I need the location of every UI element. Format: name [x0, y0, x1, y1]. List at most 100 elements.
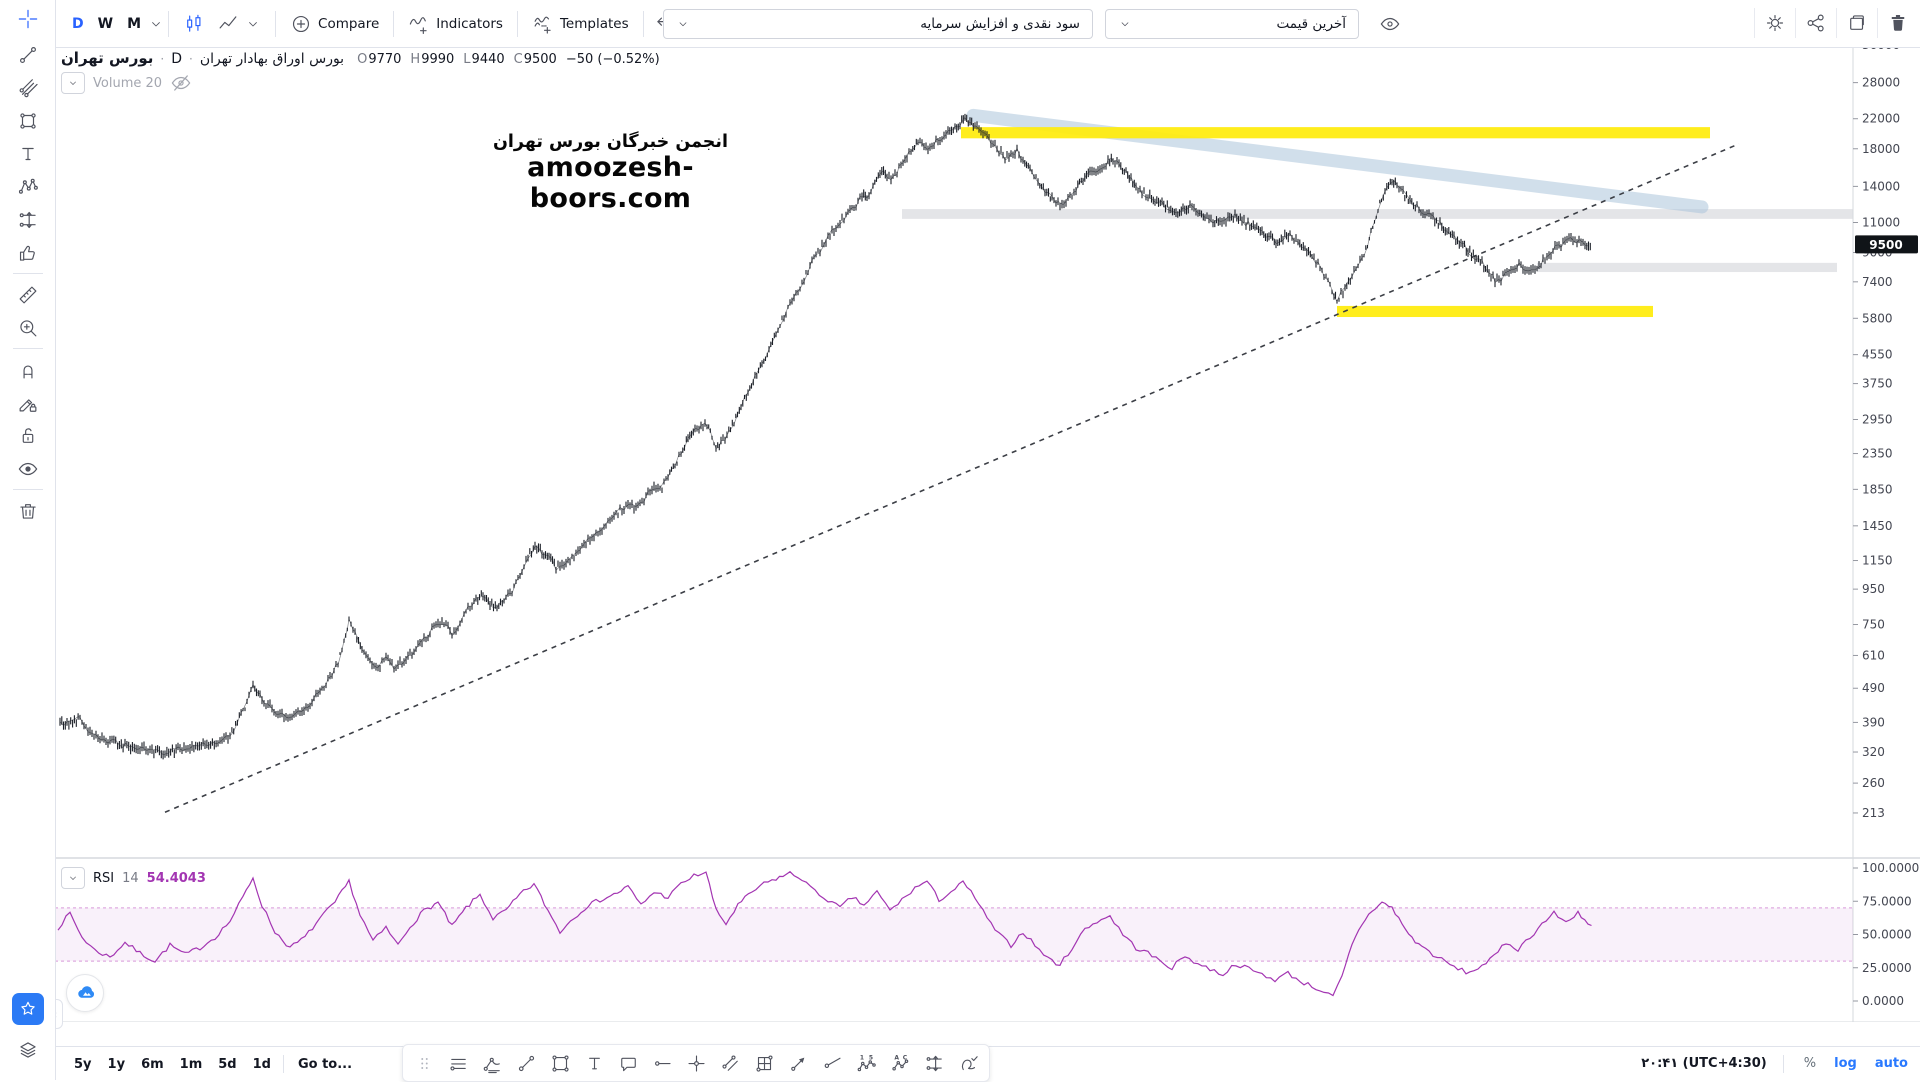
tool-lock-all-button[interactable]	[9, 419, 47, 452]
compare-button[interactable]: Compare	[280, 7, 389, 41]
price-axis-label[interactable]: 22000	[1862, 112, 1900, 126]
price-axis-label[interactable]: 490	[1862, 681, 1885, 695]
tool-text-button[interactable]	[9, 137, 47, 170]
price-axis-label[interactable]: 18000	[1862, 142, 1900, 156]
rsi-axis-label[interactable]: 75.0000	[1862, 894, 1912, 908]
price-axis-label[interactable]: 3750	[1862, 377, 1893, 391]
quick-tool-trend-line-button[interactable]	[509, 1048, 543, 1078]
percent-scale-button[interactable]: %	[1800, 1054, 1820, 1073]
clock-timezone-button[interactable]: ۲۰:۴۱ (UTC+4:30)	[1641, 1056, 1767, 1071]
quick-tool-horizontal-ray-button[interactable]	[645, 1048, 679, 1078]
range-6m-button[interactable]: 6m	[135, 1053, 170, 1076]
tool-magnet-button[interactable]	[9, 353, 47, 386]
rsi-axis-label[interactable]: 50.0000	[1862, 928, 1912, 942]
tool-zoom-in-button[interactable]	[9, 311, 47, 344]
auto-scale-button[interactable]: auto	[1871, 1054, 1912, 1073]
tool-draw-lock-button[interactable]	[9, 386, 47, 419]
range-1y-button[interactable]: 1y	[102, 1053, 132, 1076]
tool-forecast-button[interactable]	[9, 203, 47, 236]
drawing-grey-zone-low[interactable]	[1537, 262, 1837, 273]
log-scale-button[interactable]: log	[1830, 1054, 1861, 1073]
volume-collapse-button[interactable]	[61, 72, 85, 94]
price-axis-label[interactable]: 4550	[1862, 348, 1893, 362]
quick-tool-cross-line-button[interactable]	[679, 1048, 713, 1078]
tool-shapes-button[interactable]	[9, 104, 47, 137]
chart-style-line-button[interactable]	[215, 7, 271, 41]
price-axis-label[interactable]: 7400	[1862, 275, 1893, 289]
adjustments-dropdown[interactable]: سود نقدی و افزایش سرمایه	[663, 9, 1093, 39]
tool-crosshair-button[interactable]	[9, 0, 47, 38]
range-5d-button[interactable]: 5d	[212, 1053, 242, 1076]
rsi-collapse-button[interactable]	[61, 867, 85, 889]
quick-tool-arrow-button[interactable]	[781, 1048, 815, 1078]
quick-tool-rectangle-button[interactable]	[543, 1048, 577, 1078]
price-axis-label[interactable]: 1850	[1862, 482, 1893, 496]
tool-remove-all-button[interactable]	[9, 494, 47, 527]
drawing-resistance-zone[interactable]	[961, 127, 1710, 139]
interval-m-button[interactable]: M	[120, 11, 148, 37]
price-axis-label[interactable]: 750	[1862, 618, 1885, 632]
quick-tool-callout-button[interactable]	[611, 1048, 645, 1078]
quick-tool-forecast-button[interactable]	[917, 1048, 951, 1078]
rsi-axis-label[interactable]: 100.0000	[1862, 861, 1919, 875]
quick-tool-text-button[interactable]	[577, 1048, 611, 1078]
provider-logo-button[interactable]	[66, 974, 104, 1012]
price-axis-label[interactable]: 11000	[1862, 215, 1900, 229]
tool-xabcd-pattern-button[interactable]	[9, 170, 47, 203]
interval-d-button[interactable]: D	[65, 11, 91, 37]
object-tree-button[interactable]	[9, 1033, 47, 1066]
templates-button[interactable]: Templates	[522, 7, 639, 41]
rsi-axis-label[interactable]: 0.0000	[1862, 994, 1904, 1008]
settings-button[interactable]	[1754, 8, 1795, 38]
price-axis-label[interactable]: 213	[1862, 806, 1885, 820]
range-1m-button[interactable]: 1m	[174, 1053, 209, 1076]
price-axis-label[interactable]: 260	[1862, 776, 1885, 790]
price-axis-label[interactable]: 1150	[1862, 554, 1893, 568]
snapshot-button[interactable]	[1836, 8, 1877, 38]
rsi-axis-label[interactable]: 25.0000	[1862, 961, 1912, 975]
chart-canvas[interactable]: 100.0000 75.0000 50.0000 25.0000 0.0000 36000…	[55, 47, 1920, 1022]
tool-trend-line-button[interactable]	[9, 38, 47, 71]
drawing-ascending-trendline[interactable]	[164, 143, 1740, 813]
indicators-button[interactable]: Indicators	[398, 7, 513, 41]
favorites-star-button[interactable]	[11, 993, 44, 1025]
toolbar-drag-handle[interactable]	[407, 1048, 441, 1078]
symbol-legend[interactable]: بورس تهران · D · بورس اوراق بهادار تهران…	[61, 49, 660, 67]
quick-tool-brush-button[interactable]	[951, 1048, 985, 1078]
quick-tool-parallel-channel-button[interactable]	[713, 1048, 747, 1078]
quick-tool-polyline-button[interactable]	[475, 1048, 509, 1078]
price-axis-label[interactable]: 14000	[1862, 179, 1900, 193]
price-axis-label[interactable]: 36000	[1862, 47, 1900, 52]
price-axis-label[interactable]: 320	[1862, 745, 1885, 759]
range-5y-button[interactable]: 5y	[68, 1053, 98, 1076]
price-axis-label[interactable]: 950	[1862, 582, 1885, 596]
price-axis-label[interactable]: 610	[1862, 648, 1885, 662]
chevron-down-icon[interactable]	[148, 16, 164, 32]
tool-ruler-button[interactable]	[9, 278, 47, 311]
price-axis-label[interactable]: 390	[1862, 715, 1885, 729]
watch-eye-button[interactable]	[1373, 7, 1407, 41]
trash-filled-button[interactable]	[1877, 8, 1918, 38]
price-axis-label[interactable]: 2950	[1862, 413, 1893, 427]
quick-tool-align-lines-button[interactable]	[441, 1048, 475, 1078]
tool-hide-all-button[interactable]	[9, 452, 47, 485]
chart-style-candles-button[interactable]	[173, 7, 215, 41]
range-1d-button[interactable]: 1d	[247, 1053, 277, 1076]
goto-button[interactable]: Go to...	[290, 1053, 360, 1076]
price-axis-label[interactable]: 2350	[1862, 447, 1893, 461]
price-axis-label[interactable]: 5800	[1862, 311, 1893, 325]
tool-gann-fib-button[interactable]	[9, 71, 47, 104]
price-axis-label[interactable]: 1450	[1862, 519, 1893, 533]
quick-tool-fib-box-button[interactable]	[747, 1048, 781, 1078]
drawing-grey-zone-mid[interactable]	[902, 209, 1853, 219]
eye-slash-icon[interactable]	[170, 72, 192, 94]
quick-tool-ray-button[interactable]	[815, 1048, 849, 1078]
interval-w-button[interactable]: W	[91, 11, 120, 37]
share-button[interactable]	[1795, 8, 1836, 38]
last-price-dropdown[interactable]: آخرین قیمت	[1105, 9, 1359, 39]
tool-thumb-up-button[interactable]	[9, 236, 47, 269]
price-axis-label[interactable]: 28000	[1862, 76, 1900, 90]
drawing-support-zone[interactable]	[1337, 305, 1653, 318]
